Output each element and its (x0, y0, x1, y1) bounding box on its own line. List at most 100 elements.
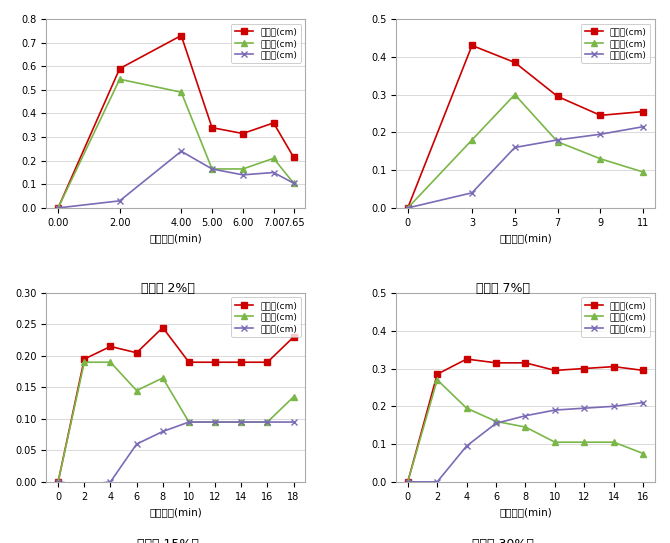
유출량(cm) (177, 148, 185, 155)
침투량(cm) (54, 205, 62, 211)
Line: 침투량(cm): 침투량(cm) (56, 359, 296, 485)
강우량(cm) (521, 359, 529, 366)
Legend: 강우량(cm), 침투량(cm), 유출량(cm): 강우량(cm), 침투량(cm), 유출량(cm) (581, 23, 651, 63)
침투량(cm) (289, 180, 297, 186)
침투량(cm) (521, 424, 529, 431)
침투량(cm) (185, 419, 193, 425)
강우량(cm) (263, 359, 271, 365)
Line: 강우량(cm): 강우량(cm) (56, 33, 296, 211)
강우량(cm) (433, 371, 442, 377)
유출량(cm) (553, 137, 561, 143)
유출량(cm) (263, 419, 271, 425)
침투량(cm) (107, 359, 115, 365)
강우량(cm) (54, 478, 62, 485)
Line: 침투량(cm): 침투량(cm) (56, 77, 296, 211)
X-axis label: 측정시간(min): 측정시간(min) (499, 507, 552, 517)
유출량(cm) (107, 478, 115, 485)
강우량(cm) (610, 363, 618, 370)
유출량(cm) (133, 441, 141, 447)
침투량(cm) (468, 137, 476, 143)
강우량(cm) (289, 154, 297, 160)
침투량(cm) (239, 166, 247, 172)
강우량(cm) (116, 65, 124, 72)
침투량(cm) (80, 359, 88, 365)
강우량(cm) (511, 59, 519, 66)
Line: 강우량(cm): 강우량(cm) (405, 43, 646, 211)
침투량(cm) (433, 377, 442, 383)
강우량(cm) (80, 356, 88, 362)
유출량(cm) (610, 403, 618, 409)
유출량(cm) (492, 420, 500, 427)
Legend: 강우량(cm), 침투량(cm), 유출량(cm): 강우량(cm), 침투량(cm), 유출량(cm) (581, 298, 651, 337)
유출량(cm) (208, 166, 216, 172)
X-axis label: 측정시간(min): 측정시간(min) (149, 233, 202, 243)
강우량(cm) (133, 350, 141, 356)
유출량(cm) (462, 443, 470, 449)
Line: 침투량(cm): 침투량(cm) (405, 377, 646, 485)
유출량(cm) (237, 419, 245, 425)
유출량(cm) (639, 123, 647, 130)
Line: 유출량(cm): 유출량(cm) (56, 419, 296, 488)
침투량(cm) (211, 419, 219, 425)
강우량(cm) (553, 93, 561, 100)
강우량(cm) (404, 205, 412, 211)
침투량(cm) (404, 478, 412, 485)
유출량(cm) (468, 190, 476, 196)
침투량(cm) (269, 155, 277, 162)
Line: 유출량(cm): 유출량(cm) (56, 148, 296, 211)
Text: 〈경사 30%〉: 〈경사 30%〉 (472, 538, 533, 543)
유출량(cm) (404, 478, 412, 485)
X-axis label: 측정시간(min): 측정시간(min) (499, 233, 552, 243)
유출량(cm) (116, 198, 124, 204)
침투량(cm) (208, 166, 216, 172)
유출량(cm) (551, 407, 559, 413)
강우량(cm) (468, 42, 476, 49)
유출량(cm) (639, 399, 647, 406)
Legend: 강우량(cm), 침투량(cm), 유출량(cm): 강우량(cm), 침투량(cm), 유출량(cm) (231, 298, 301, 337)
강우량(cm) (639, 108, 647, 115)
침투량(cm) (639, 450, 647, 457)
강우량(cm) (211, 359, 219, 365)
침투량(cm) (492, 418, 500, 425)
침투량(cm) (404, 205, 412, 211)
Line: 침투량(cm): 침투량(cm) (405, 92, 646, 211)
유출량(cm) (404, 205, 412, 211)
침투량(cm) (511, 91, 519, 98)
Line: 강우량(cm): 강우량(cm) (405, 356, 646, 485)
침투량(cm) (237, 419, 245, 425)
유출량(cm) (269, 169, 277, 176)
강우량(cm) (159, 324, 167, 331)
유출량(cm) (289, 180, 297, 186)
강우량(cm) (580, 365, 588, 372)
유출량(cm) (185, 419, 193, 425)
유출량(cm) (511, 144, 519, 151)
강우량(cm) (551, 367, 559, 374)
Text: 〈경사 2%〉: 〈경사 2%〉 (141, 282, 194, 295)
유출량(cm) (80, 482, 88, 488)
X-axis label: 측정시간(min): 측정시간(min) (149, 507, 202, 517)
강우량(cm) (462, 356, 470, 362)
강우량(cm) (208, 124, 216, 131)
강우량(cm) (404, 478, 412, 485)
침투량(cm) (580, 439, 588, 445)
유출량(cm) (211, 419, 219, 425)
Text: 〈경사 7%〉: 〈경사 7%〉 (476, 282, 529, 295)
침투량(cm) (610, 439, 618, 445)
침투량(cm) (596, 155, 604, 162)
강우량(cm) (492, 359, 500, 366)
침투량(cm) (54, 478, 62, 485)
강우량(cm) (54, 205, 62, 211)
침투량(cm) (639, 169, 647, 175)
침투량(cm) (551, 439, 559, 445)
강우량(cm) (177, 32, 185, 39)
강우량(cm) (237, 359, 245, 365)
강우량(cm) (239, 130, 247, 137)
강우량(cm) (269, 119, 277, 126)
강우량(cm) (289, 334, 297, 340)
유출량(cm) (433, 478, 442, 485)
유출량(cm) (54, 478, 62, 485)
침투량(cm) (116, 76, 124, 83)
침투량(cm) (133, 387, 141, 394)
유출량(cm) (289, 419, 297, 425)
Line: 강우량(cm): 강우량(cm) (56, 325, 296, 485)
